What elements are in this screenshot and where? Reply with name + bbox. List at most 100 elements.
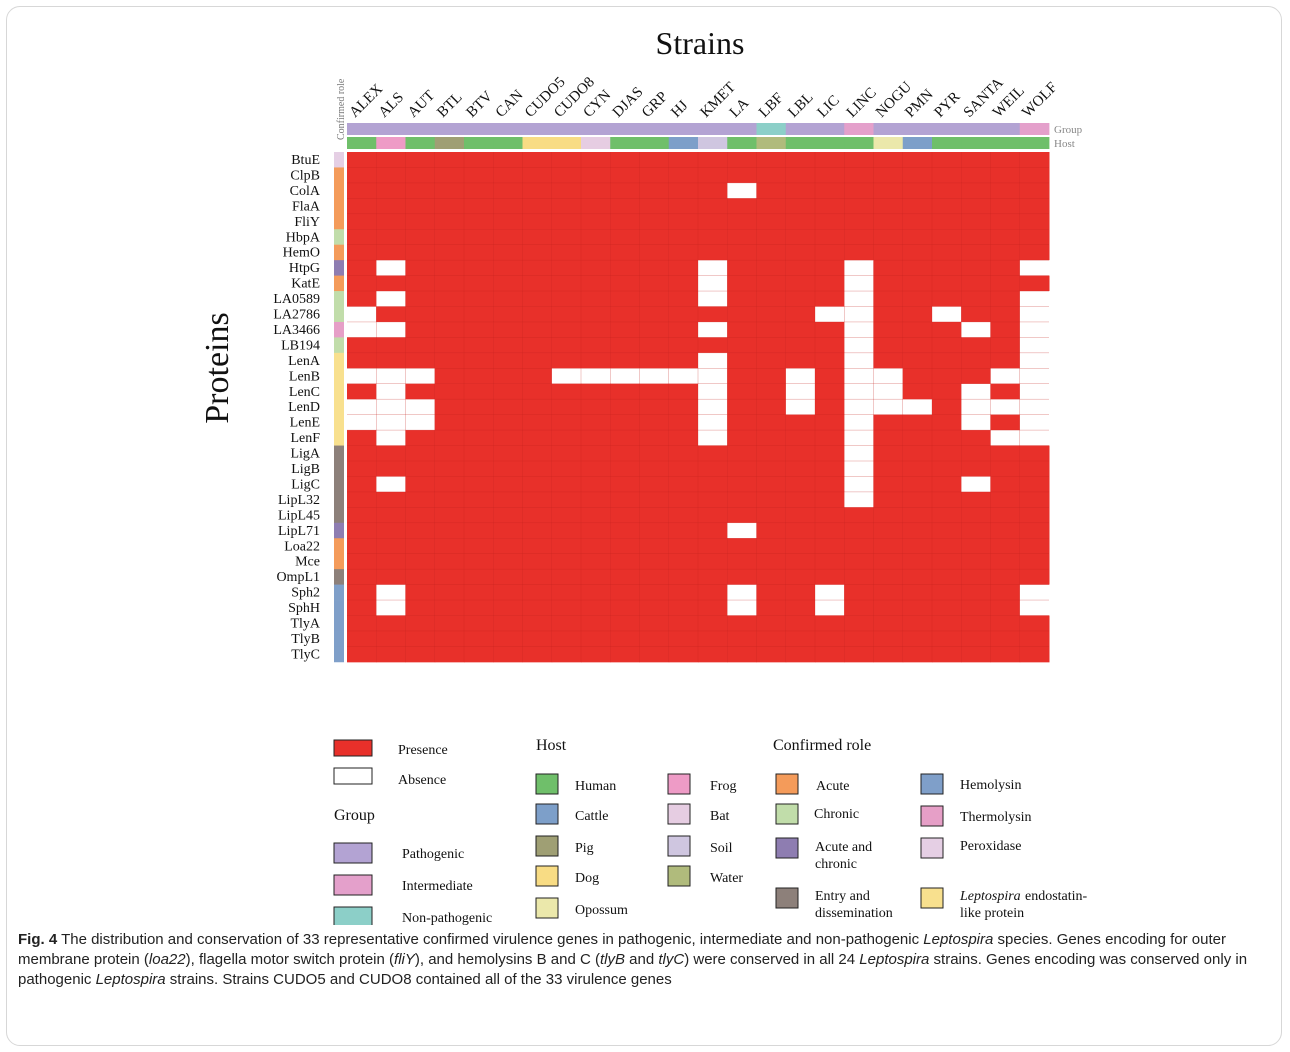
presence-cell <box>493 600 523 616</box>
presence-cell <box>493 198 523 215</box>
absence-cell <box>698 368 728 385</box>
legend-swatch-host <box>535 835 559 857</box>
absence-cell <box>873 399 904 416</box>
legend-label-host: Water <box>710 871 743 886</box>
presence-cell <box>756 584 787 601</box>
presence-cell <box>493 553 523 570</box>
presence-cell <box>464 445 494 462</box>
presence-cell <box>551 167 582 184</box>
presence-cell <box>522 198 553 215</box>
presence-cell <box>405 569 436 586</box>
legend-swatch-role <box>775 773 799 795</box>
presence-cell <box>405 491 436 508</box>
presence-cell <box>551 229 582 246</box>
presence-cell <box>551 321 582 338</box>
presence-cell <box>522 152 553 168</box>
presence-cell <box>785 229 816 246</box>
presence-cell <box>932 461 962 477</box>
presence-cell <box>376 522 406 539</box>
role-cell <box>334 414 344 431</box>
presence-cell <box>639 461 670 477</box>
legend-swatch-host <box>667 865 691 887</box>
presence-cell <box>873 600 904 616</box>
presence-cell <box>522 646 553 663</box>
group-cell <box>434 123 465 135</box>
presence-cell <box>815 152 845 168</box>
presence-cell <box>581 476 611 493</box>
presence-cell <box>785 275 816 292</box>
presence-cell <box>932 476 962 493</box>
presence-cell <box>581 229 611 246</box>
presence-cell <box>405 321 436 338</box>
presence-cell <box>815 368 845 385</box>
presence-cell <box>698 538 728 555</box>
presence-cell <box>668 476 699 493</box>
presence-cell <box>581 507 611 524</box>
presence-cell <box>756 507 787 524</box>
presence-cell <box>405 476 436 493</box>
presence-cell <box>932 275 962 292</box>
presence-cell <box>522 306 553 323</box>
presence-cell <box>639 553 670 570</box>
presence-cell <box>551 569 582 586</box>
presence-cell <box>785 615 816 632</box>
presence-cell <box>347 491 377 508</box>
presence-cell <box>873 352 904 369</box>
presence-cell <box>990 507 1021 524</box>
presence-cell <box>902 167 933 184</box>
absence-cell <box>376 291 406 307</box>
presence-cell <box>844 646 874 663</box>
presence-cell <box>347 507 377 524</box>
presence-cell <box>873 414 904 431</box>
presence-cell <box>727 461 757 477</box>
absence-cell <box>376 260 406 277</box>
presence-cell <box>668 445 699 462</box>
presence-cell <box>376 182 406 199</box>
group-cell <box>493 123 523 135</box>
presence-cell <box>551 291 582 307</box>
presence-cell <box>756 152 787 168</box>
presence-cell <box>815 553 845 570</box>
presence-cell <box>785 321 816 338</box>
presence-cell <box>902 198 933 215</box>
group-cell <box>873 123 904 135</box>
group-cell <box>785 123 816 135</box>
presence-cell <box>639 275 670 292</box>
presence-cell <box>932 291 962 307</box>
presence-cell <box>844 584 874 601</box>
absence-cell <box>1019 352 1050 369</box>
presence-cell <box>873 584 904 601</box>
presence-cell <box>990 461 1021 477</box>
presence-cell <box>347 538 377 555</box>
presence-cell <box>610 399 640 416</box>
presence-cell <box>581 522 611 539</box>
absence-cell <box>698 352 728 369</box>
presence-cell <box>347 167 377 184</box>
presence-cell <box>815 198 845 215</box>
group-cell <box>698 123 728 135</box>
legend-label-presence: Presence <box>398 743 448 758</box>
protein-label: HbpA <box>286 230 321 245</box>
legend-swatch-host <box>667 773 691 795</box>
group-cell <box>405 123 436 135</box>
presence-cell <box>522 507 553 524</box>
presence-cell <box>639 430 670 447</box>
host-cell <box>347 137 377 149</box>
presence-cell <box>405 275 436 292</box>
presence-cell <box>610 213 640 230</box>
presence-cell <box>493 352 523 369</box>
presence-cell <box>1019 244 1050 261</box>
presence-cell <box>990 213 1021 230</box>
presence-cell <box>581 491 611 508</box>
presence-cell <box>347 445 377 462</box>
legend-swatch-role <box>920 887 944 909</box>
presence-cell <box>639 584 670 601</box>
figure-frame <box>6 6 1282 1046</box>
presence-cell <box>434 491 465 508</box>
presence-cell <box>932 321 962 338</box>
presence-cell <box>668 615 699 632</box>
presence-cell <box>902 522 933 539</box>
presence-cell <box>347 229 377 246</box>
presence-cell <box>639 615 670 632</box>
caption-text: ), and hemolysins B and C ( <box>414 951 600 968</box>
